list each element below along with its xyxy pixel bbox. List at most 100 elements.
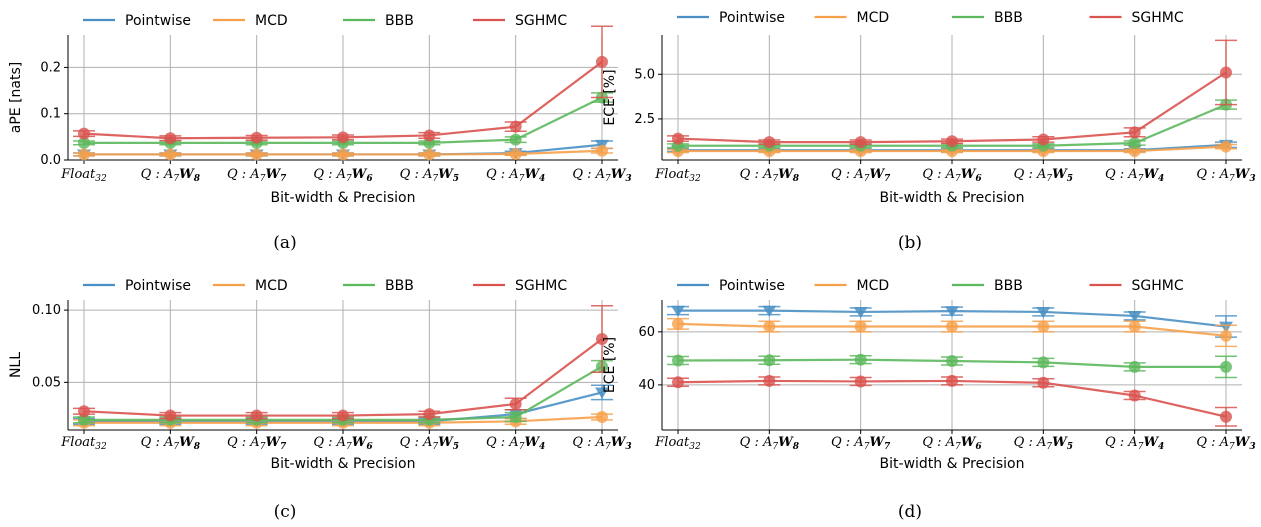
data-point	[164, 409, 177, 422]
data-point	[78, 413, 90, 426]
legend-label-pointwise: Pointwise	[125, 13, 191, 29]
chart-d: 40 60 Float32 Q : A7W8 Q : A7W7 Q : A7W6 Q : A…	[602, 278, 1256, 472]
legend-label-sghmc: SGHMC	[515, 278, 567, 294]
x-axis-label: Bit-width & Precision	[271, 190, 416, 206]
legend-label-sghmc: SGHMC	[1132, 10, 1184, 26]
x-axis-label: Bit-width & Precision	[271, 456, 416, 472]
data-point	[1128, 389, 1141, 402]
data-point	[854, 375, 867, 388]
y-tick-label: 2.5	[634, 112, 655, 127]
y-axis-label: aPE [nats]	[8, 62, 24, 133]
data-point	[509, 398, 522, 410]
data-point	[1037, 320, 1050, 333]
legend-label-bbb: BBB	[385, 13, 414, 29]
x-tick-label: Q : A7W4	[486, 435, 545, 452]
legend-label-bbb: BBB	[385, 278, 414, 294]
y-axis-label: NLL	[8, 352, 24, 378]
data-point	[671, 305, 685, 317]
caption-d: (d)	[897, 502, 923, 522]
x-tick-label: Q : A7W4	[1105, 435, 1164, 452]
data-point	[1220, 360, 1232, 373]
y-tick-label: 0.1	[40, 107, 61, 122]
x-tick-label: Q : A7W7	[227, 435, 287, 452]
data-point	[509, 120, 522, 133]
data-point	[1037, 133, 1050, 146]
x-tick-label: Q : A7W5	[400, 167, 459, 184]
data-point	[596, 411, 608, 423]
data-point	[763, 354, 776, 367]
data-point	[672, 376, 684, 389]
legend-label-mcd: MCD	[255, 278, 288, 294]
x-tick-label: Q : A7W7	[831, 435, 891, 452]
data-point	[1220, 410, 1232, 423]
x-tick-label: Q : A7W4	[1105, 167, 1164, 184]
data-point	[509, 147, 522, 160]
series-mcd	[73, 144, 613, 161]
chart-a: 0.0 0.1 0.2 Float32 Q : A7W8 Q : A7W7 Q : A7W6…	[8, 13, 632, 206]
x-tick-label: Q : A7W3	[572, 167, 631, 184]
data-point	[763, 320, 776, 333]
data-point	[164, 132, 177, 145]
x-tick-label: Q : A7W3	[1196, 435, 1255, 452]
x-tick-label: Q : A7W8	[141, 435, 201, 452]
data-point	[946, 374, 958, 387]
legend-label-mcd: MCD	[857, 10, 890, 26]
x-tick-label: Float32	[654, 167, 701, 184]
data-point	[1220, 66, 1232, 79]
x-axis-label: Bit-width & Precision	[880, 456, 1025, 472]
legend-label-pointwise: Pointwise	[719, 278, 785, 294]
data-point	[946, 135, 958, 148]
legend-label-bbb: BBB	[994, 10, 1023, 26]
data-point	[1037, 376, 1050, 389]
caption-b: (b)	[897, 233, 923, 253]
x-tick-label: Q : A7W3	[572, 435, 631, 452]
data-point	[1128, 320, 1141, 333]
data-point	[1128, 360, 1141, 373]
x-tick-label: Q : A7W8	[141, 167, 201, 184]
caption-c: (c)	[273, 502, 297, 522]
x-tick-label: Float32	[654, 435, 701, 452]
data-point	[250, 409, 263, 422]
data-point	[854, 320, 867, 333]
caption-a: (a)	[273, 233, 297, 253]
x-tick-label: Q : A7W6	[922, 167, 982, 184]
x-tick-label: Q : A7W6	[922, 435, 982, 452]
data-point	[1220, 140, 1232, 153]
data-point	[946, 320, 958, 333]
data-point	[1037, 356, 1050, 369]
legend-label-mcd: MCD	[255, 13, 288, 29]
data-point	[945, 306, 959, 318]
y-tick-label: 60	[638, 325, 655, 340]
y-tick-label: 0.10	[32, 303, 61, 318]
data-point	[946, 355, 958, 368]
x-tick-label: Q : A7W5	[400, 435, 459, 452]
series-sghmc	[667, 374, 1237, 427]
series-sghmc	[73, 25, 613, 145]
series-bbb	[667, 353, 1237, 379]
data-point	[763, 374, 776, 387]
x-tick-label: Q : A7W8	[740, 167, 800, 184]
x-tick-label: Q : A7W4	[486, 167, 545, 184]
data-point	[596, 333, 608, 345]
data-point	[854, 353, 867, 366]
legend-label-pointwise: Pointwise	[125, 278, 191, 294]
data-point	[509, 133, 522, 146]
legend-label-bbb: BBB	[994, 278, 1023, 294]
legend-label-pointwise: Pointwise	[719, 10, 785, 26]
y-tick-label: 40	[638, 378, 655, 393]
data-point	[164, 148, 177, 161]
x-tick-label: Float32	[60, 167, 107, 184]
x-tick-label: Q : A7W6	[313, 167, 373, 184]
data-point	[1128, 126, 1141, 139]
y-axis-label: ECE [%]	[602, 69, 618, 125]
series-mcd	[667, 317, 1237, 348]
data-point	[78, 405, 90, 418]
data-point	[672, 132, 684, 145]
x-tick-label: Q : A7W5	[1014, 167, 1073, 184]
data-point	[853, 307, 868, 319]
chart-c: 0.05 0.10 Float32 Q : A7W8 Q : A7W7 Q : A7W6 Q…	[8, 278, 632, 472]
data-point	[1036, 307, 1051, 319]
data-point	[762, 305, 777, 317]
data-point	[423, 129, 436, 142]
